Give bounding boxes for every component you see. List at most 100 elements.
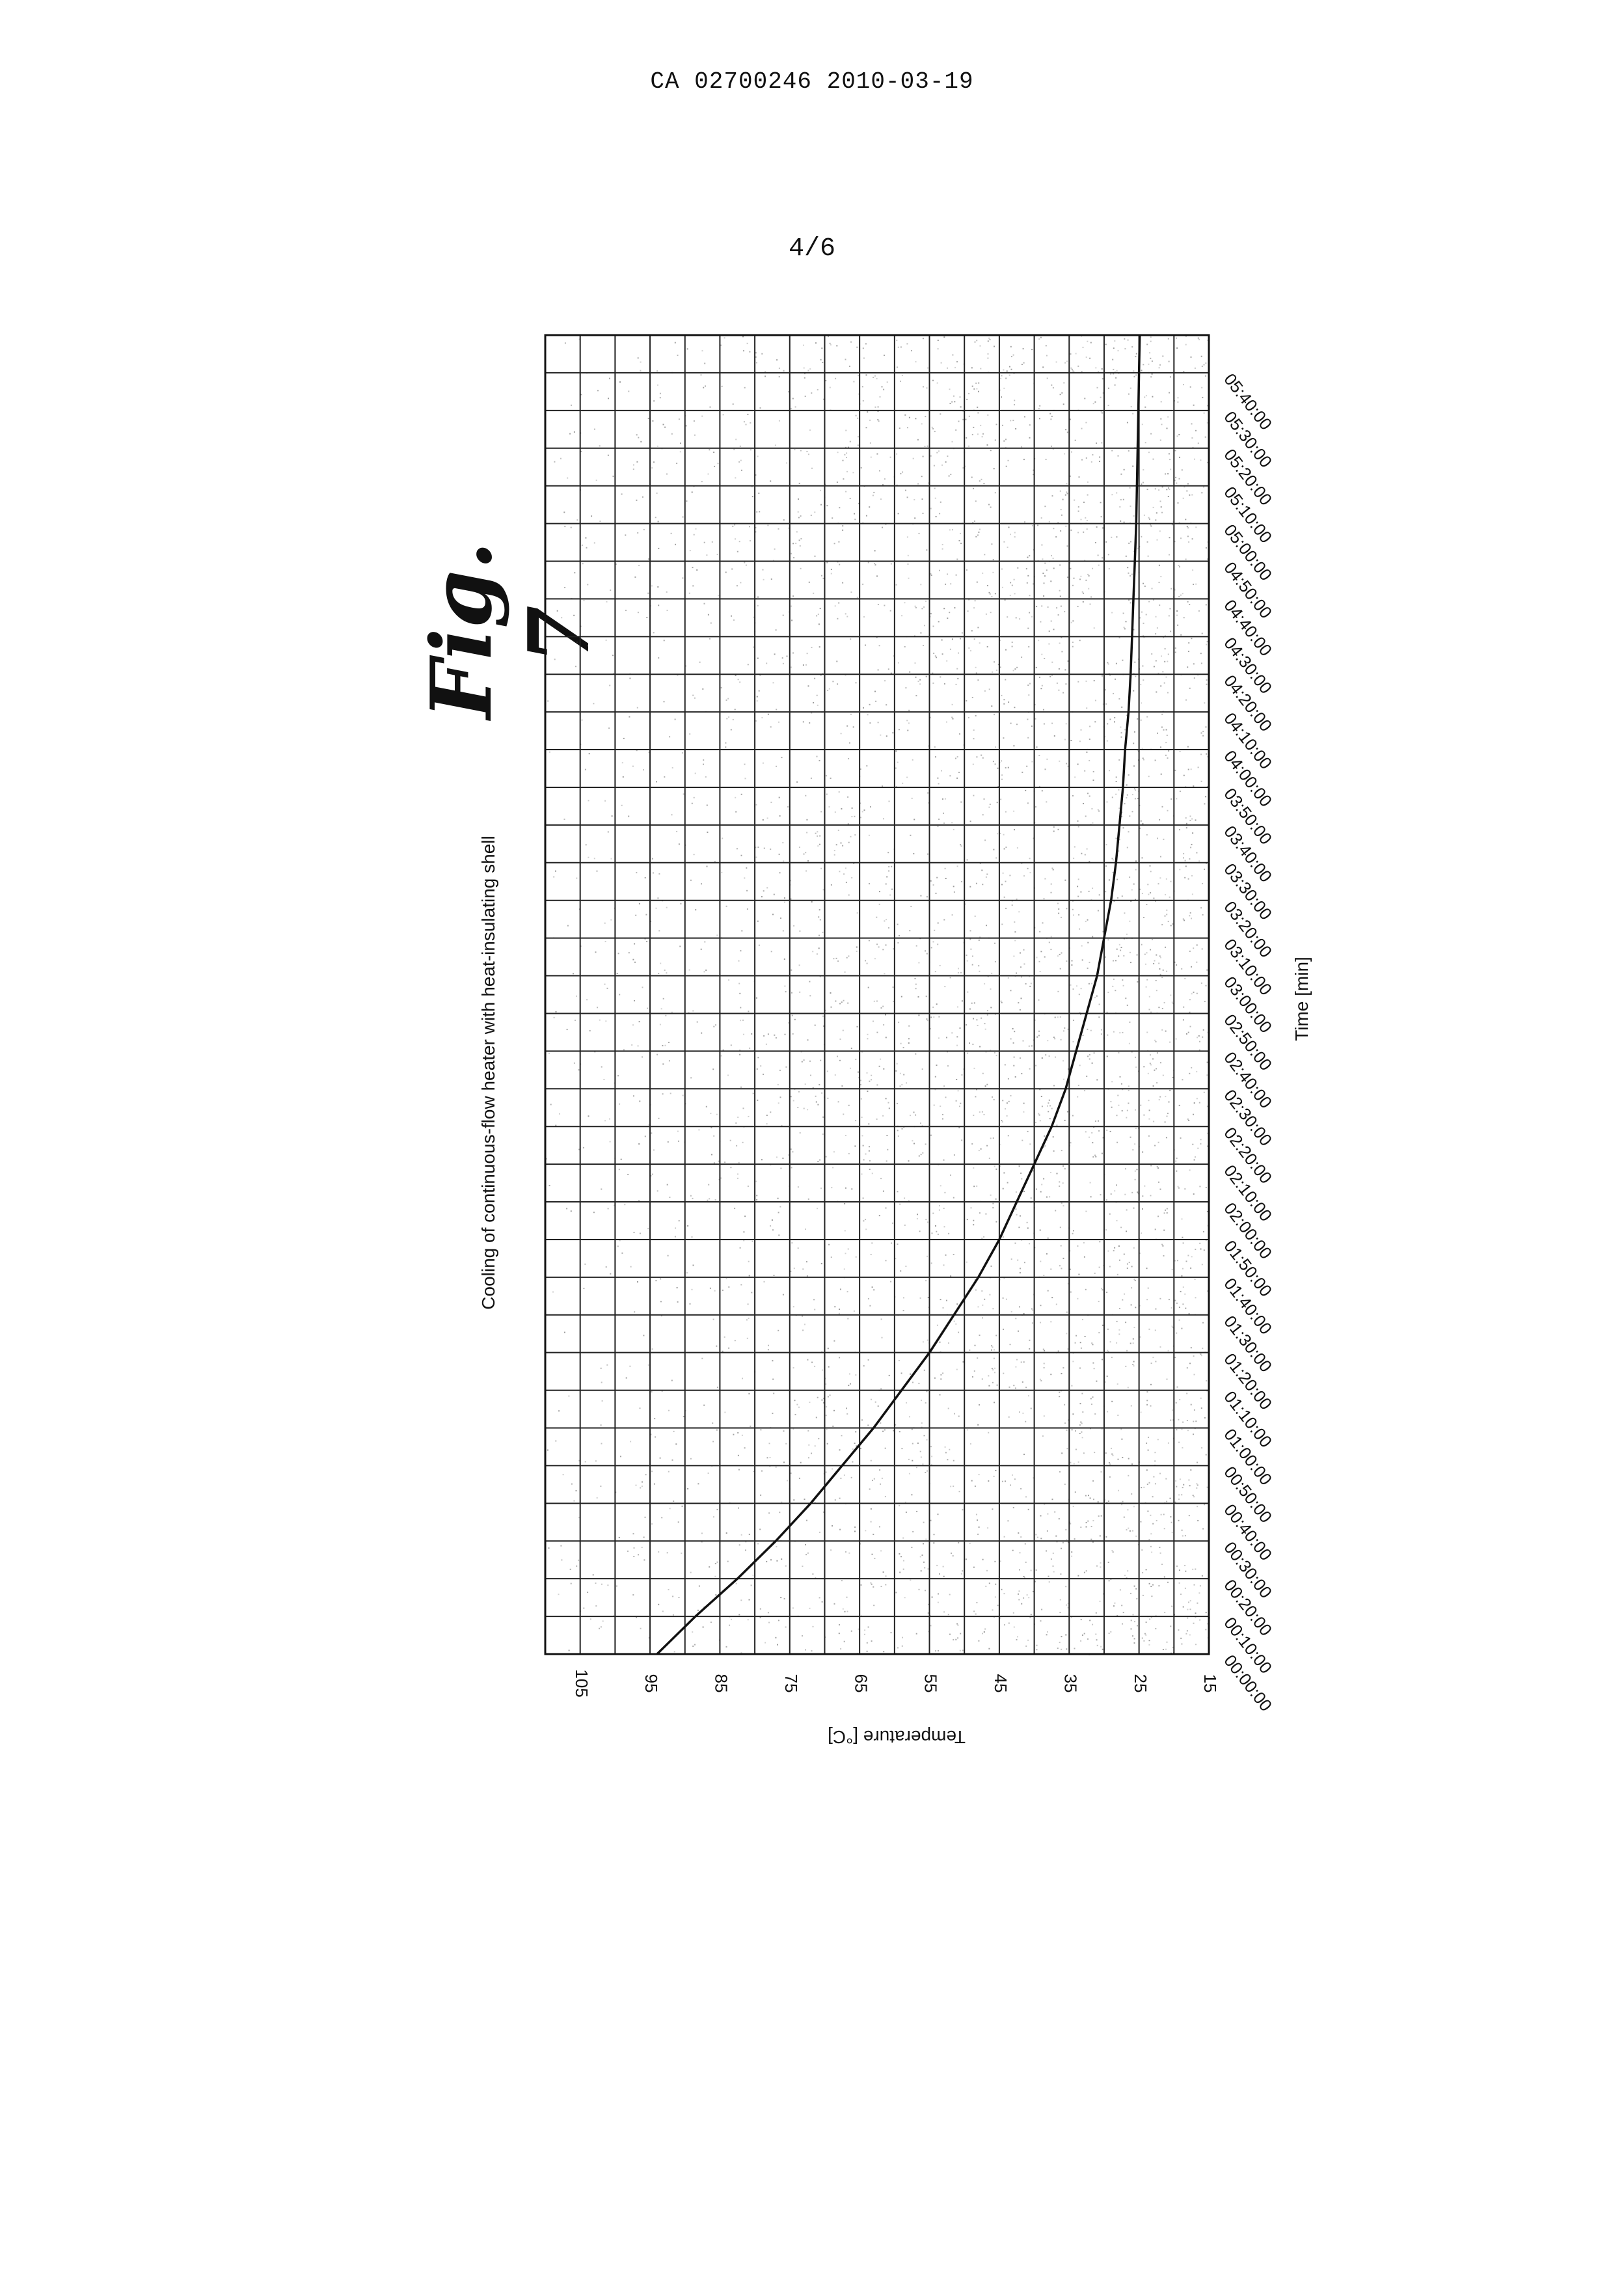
speckle [1181,968,1182,970]
speckle [1165,916,1166,917]
speckle [1146,979,1148,981]
speckle [1088,588,1089,590]
speckle [1021,446,1022,448]
speckle [936,1003,938,1005]
speckle [1165,1649,1167,1650]
speckle [960,533,961,534]
speckle [1031,726,1033,727]
speckle [959,733,960,735]
speckle [854,834,856,835]
speckle [1170,631,1171,632]
speckle [779,854,780,855]
speckle [906,1082,907,1083]
speckle [875,701,876,702]
speckle [1177,401,1178,403]
speckle [976,756,977,757]
speckle [1090,1030,1092,1031]
speckle [1074,578,1075,579]
speckle [938,1234,939,1235]
speckle [1092,1363,1094,1364]
speckle [679,843,680,845]
speckle [879,1526,880,1527]
speckle [1001,760,1002,761]
speckle [1163,970,1164,971]
speckle [1083,1452,1085,1454]
speckle [1188,541,1189,543]
speckle [1027,1640,1029,1641]
speckle [899,428,900,429]
speckle [634,962,636,963]
speckle [1135,1588,1137,1590]
speckle [822,1016,824,1017]
speckle [1048,606,1049,608]
speckle [1014,940,1016,941]
speckle [779,1206,781,1208]
speckle [947,368,948,369]
speckle [1021,1073,1022,1074]
speckle [697,1483,699,1484]
speckle [1190,912,1191,914]
speckle [1185,817,1187,819]
speckle [1159,1099,1160,1100]
speckle [916,1467,917,1468]
speckle [752,1241,753,1242]
speckle [1131,1620,1132,1621]
speckle [1169,1042,1171,1043]
speckle [966,437,967,439]
speckle [1136,1598,1137,1599]
speckle [982,884,983,885]
speckle [952,914,953,916]
speckle [837,618,838,619]
speckle [733,403,734,405]
speckle [809,1608,811,1609]
speckle [930,880,932,882]
speckle [1031,1614,1032,1615]
speckle [1023,1313,1025,1314]
speckle [975,715,977,716]
speckle [939,513,940,514]
speckle [965,419,966,420]
speckle [1118,1105,1119,1106]
speckle [857,597,858,598]
speckle [791,408,792,409]
speckle [830,343,831,344]
speckle [807,1109,808,1110]
speckle [1005,767,1007,768]
speckle [735,797,736,798]
speckle [715,1024,716,1026]
speckle [848,1249,849,1250]
speckle [1189,1485,1191,1486]
speckle [812,951,813,952]
speckle [1059,1642,1061,1643]
speckle [1041,517,1042,519]
speckle [994,1368,995,1369]
speckle [871,1254,872,1255]
speckle [1137,981,1138,983]
speckle [818,1438,819,1439]
speckle [867,1038,868,1039]
speckle [990,507,992,508]
speckle [1086,1527,1087,1528]
speckle [1061,1245,1062,1247]
speckle [1061,606,1062,607]
speckle [987,1010,988,1011]
speckle [1041,1609,1042,1610]
speckle [917,439,919,441]
speckle [638,565,640,566]
speckle [1129,1043,1130,1044]
speckle [1010,582,1011,583]
speckle [1135,789,1136,791]
speckle [1189,1363,1191,1364]
speckle [1189,1169,1191,1171]
speckle [1027,802,1029,804]
speckle [1038,338,1040,340]
speckle [672,767,673,768]
speckle [808,1457,809,1458]
speckle [1058,913,1059,914]
y-tick-label: 75 [781,1674,801,1693]
speckle [901,1084,902,1085]
speckle [982,1633,983,1634]
speckle [1029,1340,1030,1341]
speckle [726,700,727,701]
speckle [637,532,638,534]
